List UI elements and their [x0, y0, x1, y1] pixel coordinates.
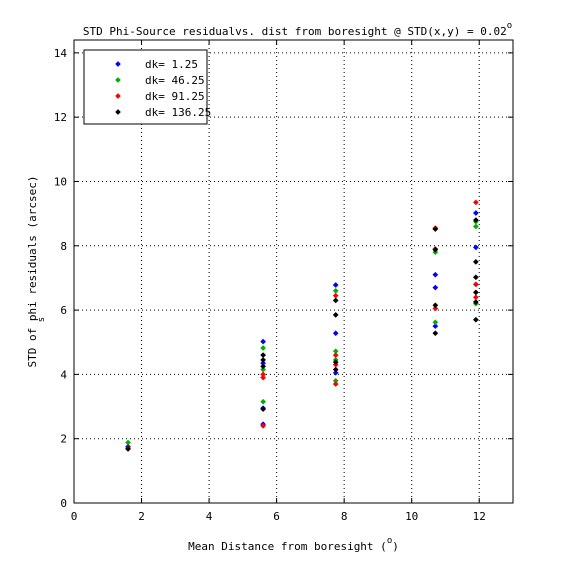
data-point: [472, 258, 479, 265]
data-point: [332, 381, 339, 387]
x-tick-label: 2: [138, 510, 145, 523]
y-tick-label: 2: [60, 433, 67, 446]
data-point: [332, 366, 339, 373]
legend-label: dk= 136.25: [145, 106, 211, 119]
data-point: [125, 446, 131, 452]
x-axis-title-suffix: ): [392, 540, 399, 553]
data-point: [260, 422, 267, 429]
data-point: [260, 398, 267, 405]
legend-item: dk= 136.25: [115, 106, 211, 119]
data-point: [260, 345, 267, 351]
x-axis-title-degree: o: [387, 536, 392, 546]
axis-ticks: [73, 40, 513, 504]
x-axis-title: Mean Distance from boresight (o): [188, 536, 399, 553]
data-point: [332, 352, 339, 359]
series-4: [125, 217, 479, 452]
data-point: [260, 356, 267, 363]
data-point: [332, 359, 339, 366]
data-point: [432, 271, 439, 278]
legend-item: dk= 46.25: [115, 74, 205, 87]
chart-title-text: STD Phi-Source residualvs. dist from bor…: [83, 25, 507, 38]
x-tick-label: 4: [206, 510, 213, 523]
legend-marker: [115, 109, 121, 115]
y-tick-label: 6: [60, 304, 67, 317]
data-point: [472, 217, 479, 224]
data-point: [432, 319, 439, 326]
legend-marker: [115, 61, 121, 67]
x-tick-label: 12: [473, 510, 486, 523]
data-point: [432, 226, 439, 233]
legend-label: dk= 91.25: [145, 90, 205, 103]
data-point: [472, 316, 479, 323]
data-point: [260, 338, 267, 345]
x-tick-labels: 0 2 4 6 8 10 12: [71, 510, 486, 523]
data-point: [332, 311, 339, 318]
y-tick-label: 12: [54, 111, 67, 124]
x-tick-label: 6: [273, 510, 280, 523]
y-axis-title-subscript: s: [37, 317, 47, 322]
data-point: [260, 406, 267, 413]
data-point: [432, 305, 439, 312]
data-points: [125, 199, 479, 452]
x-tick-label: 10: [405, 510, 418, 523]
y-tick-label: 0: [60, 497, 67, 510]
x-axis-title-text: Mean Distance from boresight (: [188, 540, 387, 553]
data-point: [260, 363, 267, 370]
legend-marker: [115, 77, 121, 83]
data-point: [432, 323, 439, 330]
y-tick-label: 8: [60, 240, 67, 253]
data-point: [332, 297, 339, 304]
chart-title-degree: o: [507, 21, 512, 31]
y-axis-title-text: STD of phi residuals (arcsec): [26, 175, 39, 367]
chart-title: STD Phi-Source residualvs. dist from bor…: [83, 21, 512, 38]
y-tick-label: 4: [60, 368, 67, 381]
legend-item: dk= 91.25: [115, 90, 205, 103]
data-point: [472, 289, 479, 296]
y-tick-labels: 0 2 4 6 8 10 12 14: [54, 47, 68, 510]
data-point: [472, 244, 479, 251]
legend-box: [83, 49, 208, 125]
legend-marker: [115, 93, 121, 99]
y-tick-label: 10: [54, 175, 67, 188]
data-point: [125, 439, 131, 446]
data-point: [472, 299, 479, 305]
data-point: [432, 284, 439, 291]
data-point: [432, 330, 439, 337]
plot-area: [73, 39, 514, 504]
y-axis-title: STD of phi residuals (arcsec) s: [26, 175, 47, 367]
data-point: [332, 282, 339, 288]
legend-label: dk= 1.25: [145, 58, 198, 71]
data-point: [472, 281, 479, 288]
x-tick-label: 0: [71, 510, 78, 523]
data-point: [332, 369, 339, 376]
data-point: [432, 302, 439, 309]
data-point: [260, 374, 267, 381]
y-tick-label: 14: [54, 47, 68, 60]
data-point: [432, 246, 439, 253]
data-point: [472, 223, 479, 230]
legend-item: dk= 1.25: [115, 58, 198, 71]
data-point: [472, 210, 479, 216]
legend-label: dk= 46.25: [145, 74, 205, 87]
data-point: [472, 274, 479, 281]
x-tick-label: 8: [341, 510, 348, 523]
data-point: [332, 330, 339, 337]
data-point: [472, 199, 479, 206]
legend: dk= 1.25 dk= 46.25 dk= 91.25 dk= 136.25: [83, 49, 211, 125]
